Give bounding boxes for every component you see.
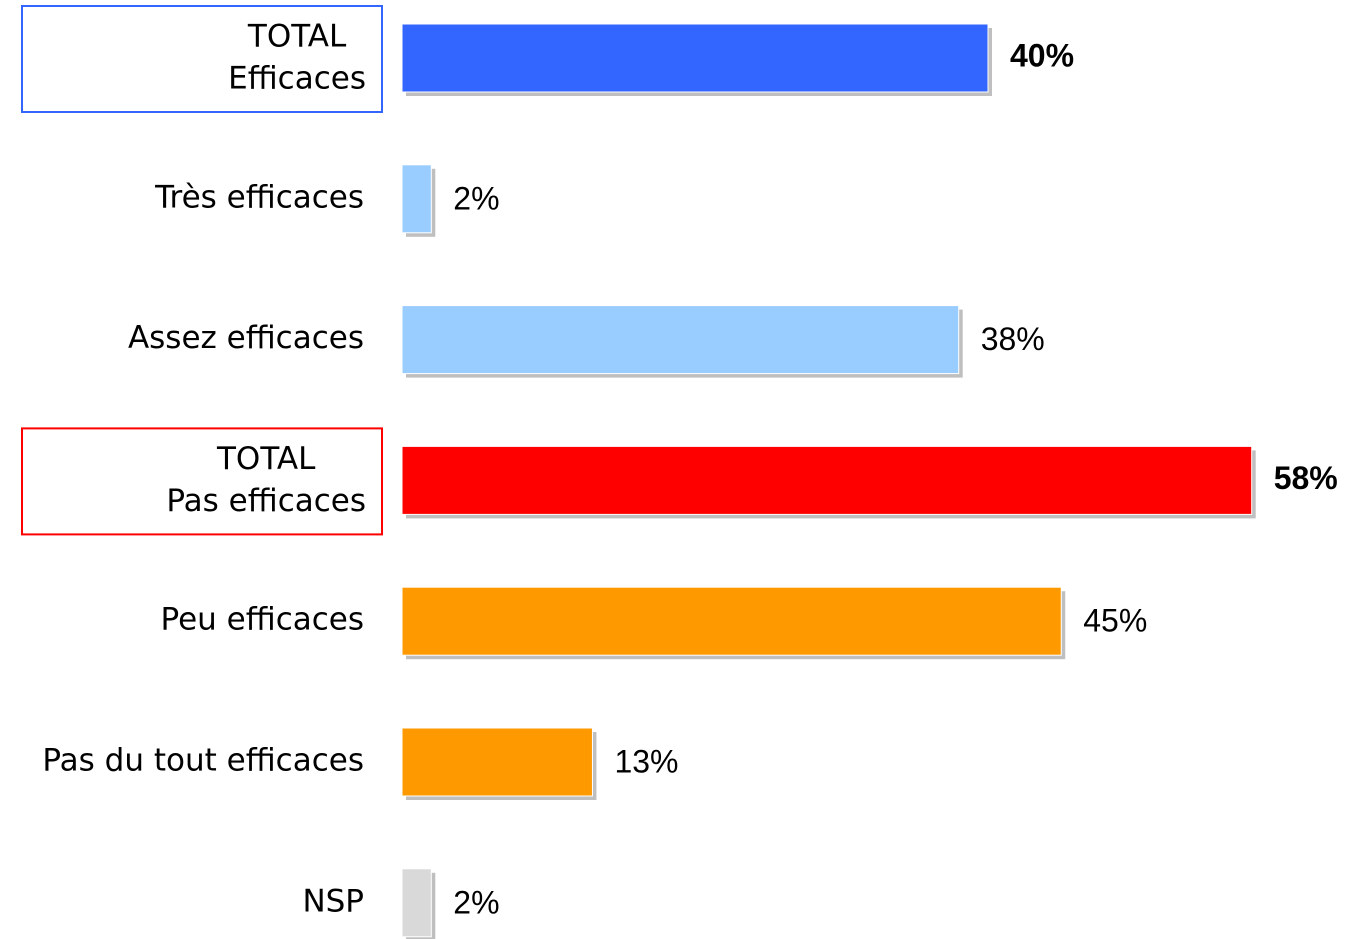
category-label: Pas efficaces (166, 483, 366, 519)
value-label: 2% (453, 180, 499, 216)
bar (401, 445, 1253, 515)
value-label: 45% (1083, 603, 1147, 639)
bar (401, 727, 593, 797)
category-label: Pas du tout efficaces (42, 743, 364, 779)
category-label: Efficaces (228, 61, 366, 97)
category-box (21, 427, 383, 536)
value-label: 13% (614, 743, 678, 779)
category-label: TOTAL (247, 19, 347, 55)
category-label: Assez efficaces (128, 320, 364, 356)
bar (401, 305, 960, 375)
category-box (21, 5, 383, 113)
value-label: 58% (1274, 460, 1338, 496)
value-label: 40% (1010, 37, 1074, 73)
bar (401, 586, 1062, 656)
category-label: Très efficaces (154, 179, 364, 215)
category-label: NSP (302, 883, 364, 919)
bar (401, 23, 989, 93)
bar (401, 164, 432, 234)
category-label: Peu efficaces (160, 602, 364, 638)
value-label: 2% (453, 884, 499, 920)
category-label: TOTAL (216, 441, 316, 477)
value-label: 38% (981, 321, 1045, 357)
bar (401, 868, 432, 938)
